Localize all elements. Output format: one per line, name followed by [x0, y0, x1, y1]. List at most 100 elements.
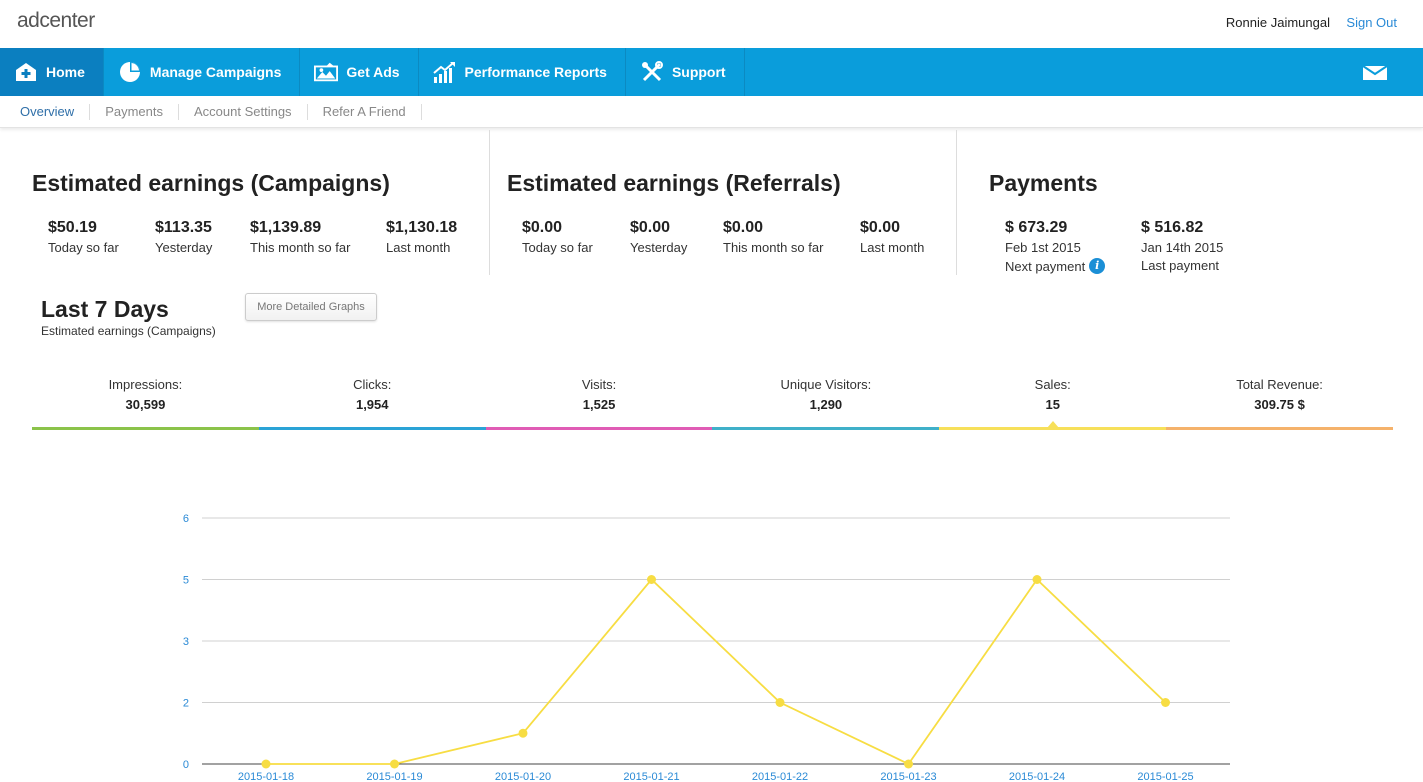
info-icon[interactable]: i	[1089, 258, 1106, 274]
subnav-item-payments[interactable]: Payments	[90, 103, 179, 120]
metric-visits[interactable]: Visits: 1,525	[485, 374, 713, 430]
pie-chart-icon	[118, 61, 142, 83]
campaigns-stat-yesterday: $113.35 Yesterday	[155, 219, 212, 255]
stat-value: $50.19	[48, 219, 97, 236]
last-7-days-title: Last 7 Days	[41, 296, 169, 322]
sales-line-chart: 0 2 3 5 6 2015-01-18 2015-01-19 2015-01-20 2015-…	[183, 513, 1230, 782]
metric-impressions[interactable]: Impressions: 30,599	[32, 374, 259, 430]
metric-color-bar	[258, 427, 486, 430]
referrals-earnings-panel: Estimated earnings (Referrals) $0.00 Tod…	[490, 130, 957, 275]
x-tick-label: 2015-01-21	[623, 771, 679, 782]
metric-color-bar	[939, 427, 1167, 430]
y-tick-label: 2	[183, 698, 189, 710]
tools-icon	[640, 61, 664, 83]
metric-color-bar	[32, 427, 259, 430]
next-payment-label: Next payment	[1005, 258, 1086, 274]
subnav-item-overview[interactable]: Overview	[5, 103, 91, 120]
referrals-stat-today: $0.00 Today so far	[522, 219, 593, 255]
nav-label-get-ads: Get Ads	[346, 64, 400, 80]
metrics-row: Impressions: 30,599 Clicks: 1,954 Visits…	[32, 374, 1393, 430]
metric-color-bar	[1166, 427, 1393, 430]
metric-value: 1,290	[809, 397, 843, 412]
metric-sales[interactable]: Sales: 15	[939, 374, 1167, 430]
data-point	[1161, 698, 1170, 707]
metric-color-bar	[485, 427, 713, 430]
stat-value: $ 516.82	[1141, 219, 1204, 236]
nav-item-performance-reports[interactable]: Performance Reports	[419, 48, 626, 96]
metric-label: Visits:	[581, 377, 617, 392]
stat-label: Yesterday	[630, 240, 688, 255]
x-tick-label: 2015-01-25	[1137, 771, 1193, 782]
payments-title: Payments	[989, 170, 1098, 196]
nav-item-manage-campaigns[interactable]: Manage Campaigns	[104, 48, 301, 96]
nav-label-support: Support	[671, 64, 726, 80]
metric-label: Impressions:	[108, 377, 183, 392]
top-bar: adcenter Ronnie Jaimungal Sign Out	[0, 0, 1423, 48]
y-tick-label: 6	[183, 513, 189, 525]
campaigns-earnings-panel: Estimated earnings (Campaigns) $50.19 To…	[0, 130, 490, 275]
metric-label: Total Revenue:	[1236, 377, 1323, 392]
stat-value: $0.00	[630, 219, 671, 236]
data-point	[647, 575, 656, 584]
campaigns-earnings-title: Estimated earnings (Campaigns)	[32, 170, 390, 196]
metric-total-revenue[interactable]: Total Revenue: 309.75 $	[1166, 374, 1393, 430]
y-tick-label: 5	[183, 575, 189, 587]
series-line	[266, 578, 1167, 766]
campaigns-stat-today: $50.19 Today so far	[48, 219, 119, 255]
stat-value: $0.00	[522, 219, 563, 236]
subnav-item-refer-a-friend[interactable]: Refer A Friend	[308, 103, 422, 120]
stat-sub: Last payment	[1141, 258, 1220, 273]
subnav-item-account-settings[interactable]: Account Settings	[179, 103, 308, 120]
y-tick-label: 0	[183, 759, 189, 771]
stat-label: Last month	[386, 240, 451, 255]
stat-value: $0.00	[723, 219, 764, 236]
metric-value: 30,599	[125, 397, 166, 412]
metric-value: 309.75 $	[1254, 397, 1305, 412]
campaigns-stat-last-month: $1,130.18 Last month	[386, 219, 457, 255]
sign-out-link[interactable]: Sign Out	[1346, 15, 1397, 30]
nav-label-performance-reports: Performance Reports	[464, 64, 607, 80]
bar-chart-icon	[432, 61, 457, 83]
stat-value: $1,130.18	[386, 219, 458, 236]
stat-label: Last month	[860, 240, 925, 255]
nav-item-support[interactable]: Support	[626, 48, 745, 96]
y-tick-label: 3	[183, 636, 189, 648]
stat-label: Today so far	[522, 240, 593, 255]
metric-clicks[interactable]: Clicks: 1,954	[258, 374, 486, 430]
main-nav: Home Manage Campaigns Get Ads Performanc…	[0, 48, 1423, 96]
image-icon	[314, 61, 339, 83]
metric-label: Unique Visitors:	[780, 377, 872, 392]
stat-label: This month so far	[723, 240, 824, 255]
data-point	[261, 759, 271, 769]
data-point	[775, 698, 785, 707]
metric-value: 1,954	[355, 397, 389, 412]
logo[interactable]: adcenter	[17, 9, 95, 32]
nav-label-home: Home	[46, 64, 85, 80]
x-tick-label: 2015-01-22	[752, 771, 808, 782]
metric-color-bar	[712, 427, 940, 430]
x-tick-label: 2015-01-20	[495, 771, 551, 782]
data-point	[518, 728, 528, 738]
mail-icon[interactable]	[1363, 66, 1387, 80]
referrals-stat-last-month: $0.00 Last month	[860, 219, 924, 255]
metric-unique-visitors[interactable]: Unique Visitors: 1,290	[712, 374, 940, 430]
x-tick-label: 2015-01-24	[1009, 771, 1065, 782]
referrals-earnings-title: Estimated earnings (Referrals)	[507, 170, 841, 196]
stat-value: $113.35	[155, 219, 212, 236]
data-point	[390, 759, 399, 769]
stat-label: Yesterday	[155, 240, 213, 255]
nav-item-get-ads[interactable]: Get Ads	[300, 48, 419, 96]
last-7-days-subtitle: Estimated earnings (Campaigns)	[41, 324, 216, 338]
stat-label: This month so far	[250, 240, 351, 255]
referrals-stat-yesterday: $0.00 Yesterday	[630, 219, 687, 255]
stat-label: Jan 14th 2015	[1141, 240, 1224, 255]
metric-value: 1,525	[582, 397, 616, 412]
stat-label: Feb 1st 2015	[1005, 240, 1081, 255]
campaigns-stat-this-month: $1,139.89 This month so far	[250, 219, 350, 255]
nav-label-manage-campaigns: Manage Campaigns	[149, 64, 282, 80]
referrals-stat-this-month: $0.00 This month so far	[723, 219, 823, 255]
more-detailed-graphs-button[interactable]: More Detailed Graphs	[245, 293, 377, 321]
nav-item-home[interactable]: Home	[0, 48, 104, 96]
user-name: Ronnie Jaimungal	[1225, 15, 1330, 30]
stat-value: $ 673.29	[1005, 219, 1068, 236]
